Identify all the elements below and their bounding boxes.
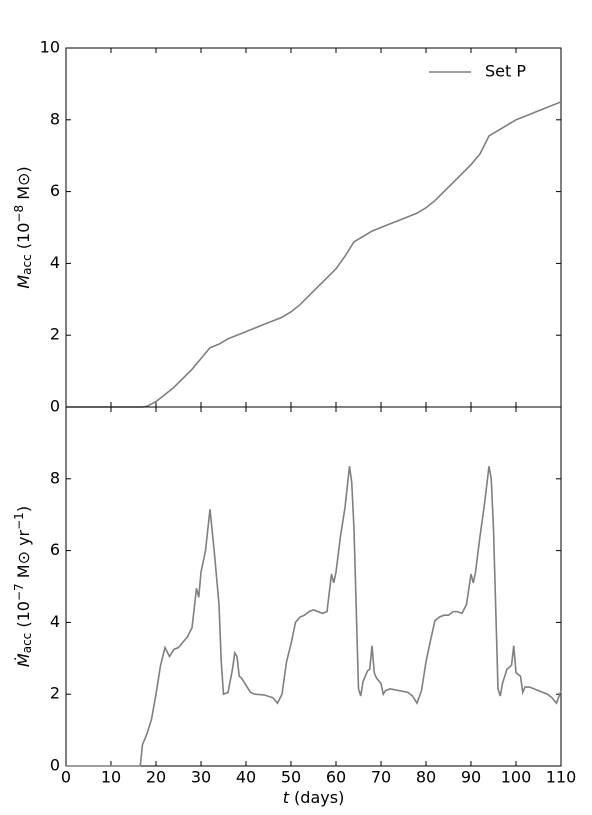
x-tick-label: 20 [146, 768, 166, 787]
y-tick-label: 6 [50, 540, 60, 559]
y-tick-label: 0 [50, 756, 60, 775]
label-part: acc [20, 254, 34, 275]
plot-frame [65, 47, 562, 408]
label-part: acc [20, 633, 34, 654]
label-part: −1 [12, 512, 26, 530]
y-axis-label: Macc (10−8 M⊙) [12, 166, 34, 288]
y-tick-label: 4 [50, 253, 60, 272]
x-tick-label: 10 [101, 768, 121, 787]
plot-frame [65, 406, 562, 767]
x-tick-label: 30 [191, 768, 211, 787]
label-part: M⊙) [14, 166, 33, 205]
x-tick-label: 70 [371, 768, 391, 787]
y-tick-label: 0 [50, 397, 60, 416]
y-tick-label: 8 [50, 468, 60, 487]
y-tick-label: 2 [50, 684, 60, 703]
label-part: ) [14, 506, 33, 512]
x-tick-label: 100 [501, 768, 532, 787]
y-tick-label: 10 [40, 38, 60, 57]
label-part: t [283, 788, 290, 807]
x-tick-label: 50 [281, 768, 301, 787]
x-tick-label: 80 [416, 768, 436, 787]
legend-label: Set P [485, 62, 526, 81]
label-part: (days) [289, 788, 344, 807]
label-part: (10 [14, 223, 33, 255]
y-tick-label: 2 [50, 325, 60, 344]
x-tick-label: 0 [61, 768, 71, 787]
line-series [66, 101, 562, 408]
x-axis-label: t (days) [283, 788, 345, 807]
label-part: M⊙ yr [14, 529, 33, 583]
y-axis-label: Ṁacc (10−7 M⊙ yr−1) [12, 506, 34, 667]
x-tick-label: 60 [326, 768, 346, 787]
x-tick-label: 40 [236, 768, 256, 787]
label-part: M [14, 275, 33, 289]
x-tick-label: 90 [461, 768, 481, 787]
label-part: −8 [12, 205, 26, 223]
x-tick-label: 110 [546, 768, 577, 787]
label-part: −7 [12, 583, 26, 601]
y-tick-label: 8 [50, 109, 60, 128]
y-tick-label: 6 [50, 181, 60, 200]
label-part: (10 [14, 601, 33, 633]
line-series [66, 466, 562, 767]
y-tick-label: 4 [50, 612, 60, 631]
label-part: Ṁ [14, 653, 33, 667]
